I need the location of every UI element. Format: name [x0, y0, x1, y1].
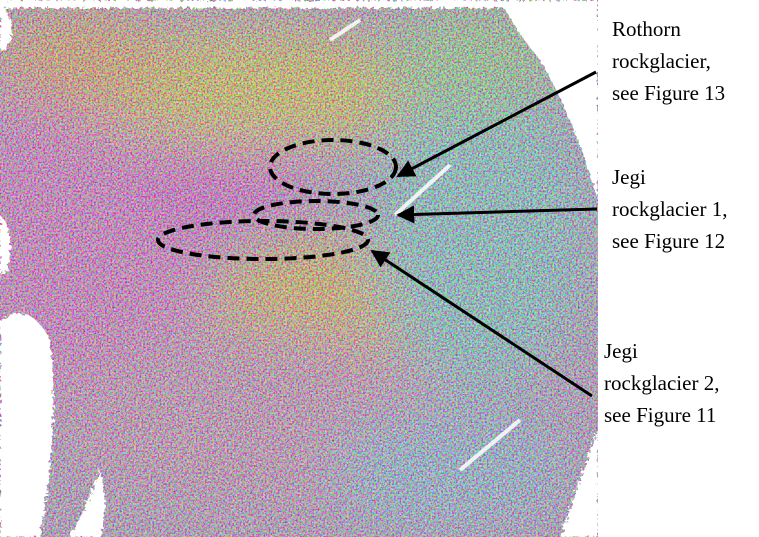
annotation-line: see Figure 13 [612, 81, 725, 105]
figure: Rothorn rockglacier, see Figure 13 Jegi rock… [0, 0, 759, 537]
annotation-line: see Figure 11 [604, 403, 716, 427]
annotation-line: Rothorn [612, 17, 681, 41]
interferogram [0, 0, 598, 537]
annotation-line: Jegi [612, 165, 646, 189]
annotation-labels: Rothorn rockglacier, see Figure 13 Jegi rock… [604, 17, 727, 427]
annotation-line: rockglacier 2, [604, 371, 719, 395]
annotation-line: see Figure 12 [612, 229, 725, 253]
annotation-line: Jegi [604, 339, 638, 363]
annotation-line: rockglacier, [612, 49, 711, 73]
annotation-line: rockglacier 1, [612, 197, 727, 221]
